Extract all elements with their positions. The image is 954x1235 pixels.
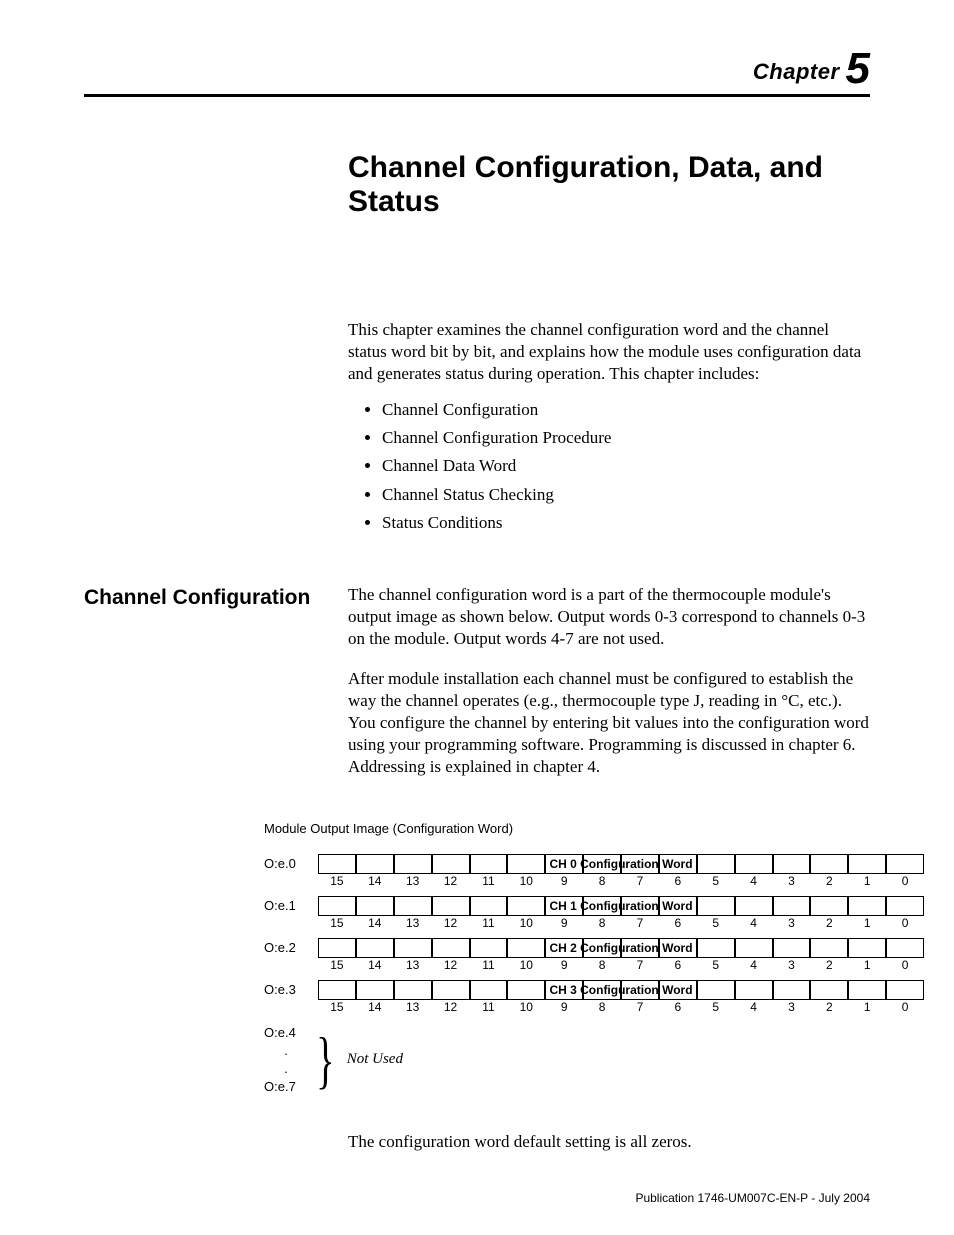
figure-caption: Module Output Image (Configuration Word) xyxy=(264,821,870,836)
header-rule xyxy=(84,94,870,97)
row-address: O:e.1 xyxy=(264,896,318,916)
list-item: Status Conditions xyxy=(382,512,868,534)
list-item: Channel Status Checking xyxy=(382,484,868,506)
table-row: O:e.3 CH 3 Configuration Word xyxy=(264,980,924,1000)
publication-footer: Publication 1746-UM007C-EN-P - July 2004 xyxy=(635,1191,870,1205)
list-item: Channel Data Word xyxy=(382,455,868,477)
closing-paragraph: The configuration word default setting i… xyxy=(348,1132,870,1152)
row-address: O:e.2 xyxy=(264,938,318,958)
nu-dot: . xyxy=(264,1042,308,1060)
chapter-word: Chapter xyxy=(753,59,840,84)
intro-paragraph: This chapter examines the channel config… xyxy=(348,319,868,385)
page-title: Channel Configuration, Data, and Status xyxy=(348,151,870,219)
not-used-label: Not Used xyxy=(347,1051,403,1068)
bit-numbers: 15141312 111098 7654 3210 xyxy=(264,916,924,930)
row-address: O:e.3 xyxy=(264,980,318,1000)
nu-addr-bot: O:e.7 xyxy=(264,1078,308,1096)
table-row: O:e.0 CH 0 Configuration Word xyxy=(264,854,924,874)
nu-dot: . xyxy=(264,1060,308,1078)
list-item: Channel Configuration xyxy=(382,399,868,421)
brace-icon: } xyxy=(316,1034,334,1085)
toc-list: Channel Configuration Channel Configurat… xyxy=(348,399,868,533)
row-address: O:e.0 xyxy=(264,854,318,874)
section-heading: Channel Configuration xyxy=(84,584,348,610)
chapter-header: Chapter5 xyxy=(84,40,870,90)
bit-numbers: 15141312 111098 7654 3210 xyxy=(264,958,924,972)
bit-numbers: 15141312 111098 7654 3210 xyxy=(264,874,924,888)
nu-addr-top: O:e.4 xyxy=(264,1024,308,1042)
bit-numbers: 15141312 111098 7654 3210 xyxy=(264,1000,924,1014)
not-used-block: O:e.4 . . O:e.7 } Not Used xyxy=(264,1024,870,1097)
table-row: O:e.2 CH 2 Configuration Word xyxy=(264,938,924,958)
table-row: O:e.1 CH 1 Configuration Word xyxy=(264,896,924,916)
body-paragraph: The channel configuration word is a part… xyxy=(348,584,870,650)
bit-table: O:e.0 CH 0 Configuration Word 15141312 1… xyxy=(264,854,924,1014)
list-item: Channel Configuration Procedure xyxy=(382,427,868,449)
body-paragraph: After module installation each channel m… xyxy=(348,668,870,778)
chapter-number: 5 xyxy=(846,44,870,93)
